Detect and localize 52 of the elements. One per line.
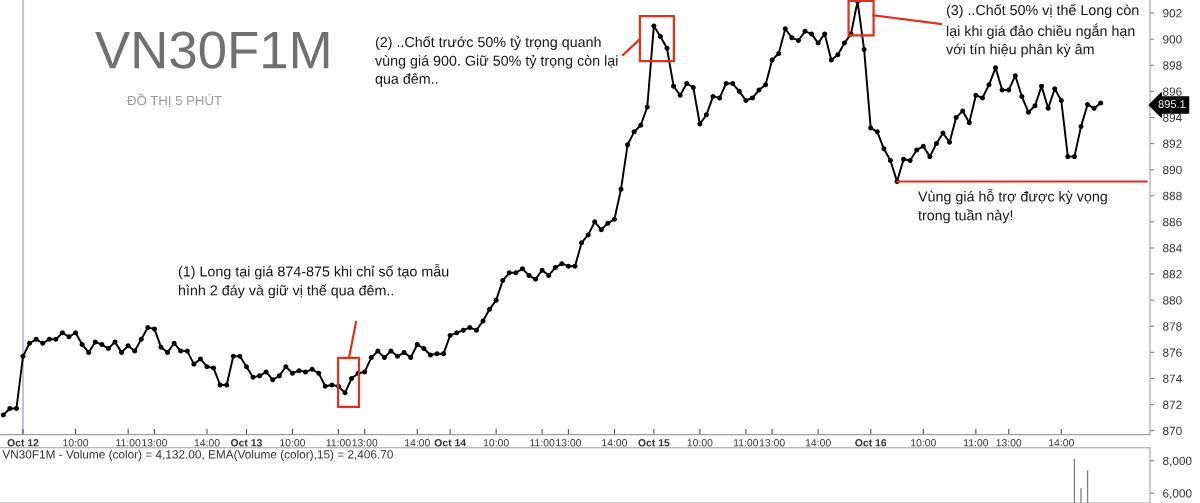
x-tick-label: 10:00 xyxy=(280,439,306,447)
y-tick-label: 896 xyxy=(1163,87,1182,96)
y-tick-label: 902 xyxy=(1163,9,1182,18)
x-tick-label: 14:00 xyxy=(805,439,831,447)
x-tick-label: 13:00 xyxy=(759,439,785,447)
annotation: (1) Long tại giá 874-875 khi chỉ số tạo mẫu hình 2 đáy và giữ vị thế qua đêm.. xyxy=(178,264,449,299)
y-tick-label: 6,000 xyxy=(1163,489,1192,500)
annotation: (3) ..Chốt 50% vị thế Long còn lại khi giá đảo chiều ngắn hạn với tín hiệu phân kỳ âm xyxy=(946,4,1139,58)
x-tick-label: 14:00 xyxy=(1049,439,1074,447)
y-tick-label: 892 xyxy=(1163,139,1182,148)
y-tick-label: 874 xyxy=(1163,374,1182,383)
x-tick-label: Oct 16 xyxy=(855,439,887,447)
y-tick-label: 870 xyxy=(1163,426,1182,436)
x-tick-label: Oct 14 xyxy=(434,439,467,447)
text: ĐỒ THỊ 5 PHÚT xyxy=(127,93,222,108)
y-tick-label: 894 xyxy=(1163,113,1182,122)
y-tick-label: 882 xyxy=(1163,270,1182,279)
annotation: (2) ..Chốt trước 50% tỷ trọng quanh vùng giá 900. Giữ 50% tỷ trọng còn lại qua đêm.. xyxy=(375,36,618,87)
x-tick-label: 10:00 xyxy=(911,439,936,447)
x-tick-label: Oct 13 xyxy=(230,439,262,447)
x-tick-label: 11:00 xyxy=(530,439,555,447)
annotation: Vùng giá hỗ trợ được kỳ vọng trong tuần này! xyxy=(918,189,1107,224)
y-tick-label: 898 xyxy=(1163,61,1182,70)
y-tick-label: 878 xyxy=(1163,322,1182,331)
chart-title: VN30F1M xyxy=(95,31,329,69)
y-tick-label: 888 xyxy=(1163,191,1182,201)
x-tick-label: 11:00 xyxy=(326,439,351,447)
x-tick-label: 13:00 xyxy=(352,439,378,447)
x-tick-label: Oct 15 xyxy=(638,439,670,447)
x-tick-label: 13:00 xyxy=(556,439,582,447)
chart-title: VN30F1M - Volume (color) = 4,132.00, EMA(Volume (color),15) = 2,406.70 xyxy=(2,449,393,461)
y-tick-label: 876 xyxy=(1163,348,1182,357)
y-tick-label: 880 xyxy=(1163,296,1182,305)
text: 895.1 xyxy=(1158,100,1186,108)
y-tick-label: 872 xyxy=(1163,400,1182,409)
y-tick-label: 886 xyxy=(1163,217,1182,227)
x-tick-label: 11:00 xyxy=(734,439,759,447)
x-tick-label: 11:00 xyxy=(964,439,989,447)
y-tick-label: 900 xyxy=(1163,35,1182,44)
x-tick-label: Oct 12 xyxy=(7,439,39,447)
x-tick-label: 13:00 xyxy=(142,439,168,447)
x-tick-label: 10:00 xyxy=(63,439,89,447)
y-tick-label: 8,000 xyxy=(1163,456,1192,467)
y-tick-label: 884 xyxy=(1163,244,1182,253)
x-tick-label: 11:00 xyxy=(116,439,141,447)
x-tick-label: 14:00 xyxy=(405,439,430,447)
x-tick-label: 10:00 xyxy=(483,439,509,447)
x-tick-label: 14:00 xyxy=(602,439,628,447)
y-tick-label: 890 xyxy=(1163,165,1182,175)
x-tick-label: 14:00 xyxy=(194,439,220,447)
x-tick-label: 10:00 xyxy=(687,439,713,447)
x-tick-label: 13:00 xyxy=(996,439,1022,447)
